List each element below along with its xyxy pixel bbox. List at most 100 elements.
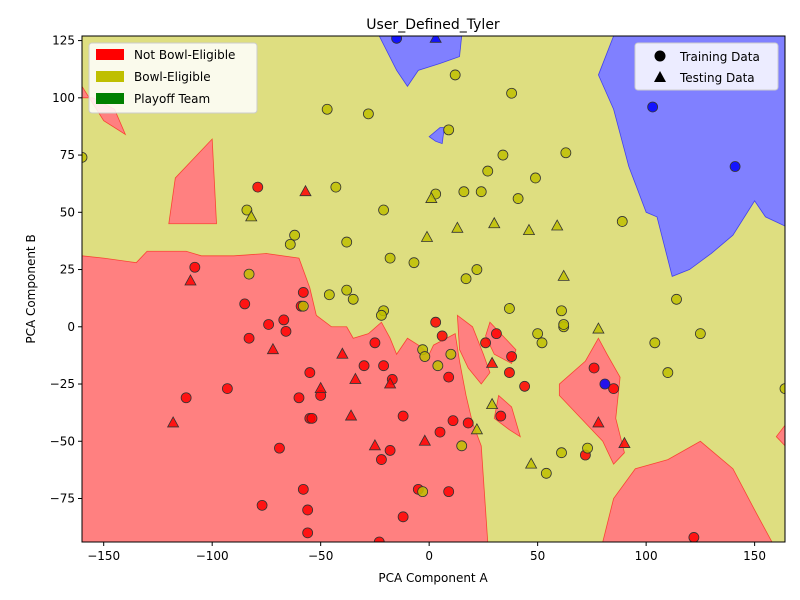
x-tick-label-0: −150 <box>87 549 120 563</box>
training-point-95 <box>449 69 461 81</box>
not-bowl-region-7 <box>602 440 773 542</box>
testing-point-12 <box>618 436 631 448</box>
training-point-26 <box>397 511 409 523</box>
testing-point-22 <box>592 322 605 334</box>
training-point-66 <box>419 351 431 362</box>
training-point-6 <box>280 325 292 337</box>
marker-legend-circle-icon <box>654 50 666 62</box>
testing-point-23 <box>470 422 484 435</box>
y-tick-label-8: 125 <box>52 34 75 48</box>
marker-legend-triangle-icon <box>654 71 666 82</box>
marker-legend-box <box>634 42 779 91</box>
testing-point-9 <box>418 434 431 446</box>
training-point-94 <box>82 151 88 163</box>
training-point-70 <box>458 186 470 198</box>
training-point-38 <box>434 426 446 438</box>
training-point-90 <box>649 337 661 349</box>
training-point-58 <box>341 284 353 296</box>
not-bowl-region-6 <box>558 337 625 465</box>
not-bowl-region-3 <box>456 314 491 385</box>
class-legend-label-not-bowl: Not Bowl-Eligible <box>134 48 235 62</box>
training-point-103 <box>599 378 611 390</box>
training-point-78 <box>460 273 472 285</box>
training-point-29 <box>480 337 491 349</box>
testing-point-21 <box>557 269 570 281</box>
testing-point-8 <box>383 377 397 389</box>
x-axis-label: PCA Component A <box>378 571 488 585</box>
training-point-16 <box>297 483 309 495</box>
class-legend-box <box>88 42 258 114</box>
playoff-region-11 <box>597 36 785 277</box>
training-point-40 <box>462 417 474 429</box>
testing-point-5 <box>344 409 358 421</box>
training-point-33 <box>252 181 264 193</box>
not-bowl-region-5 <box>493 394 521 438</box>
y-tick-label-0: −75 <box>50 491 75 505</box>
class-legend-label-playoff: Playoff Team <box>134 92 210 106</box>
training-point-51 <box>241 204 253 216</box>
testing-point-26 <box>429 36 442 43</box>
testing-point-7 <box>368 439 382 451</box>
training-point-43 <box>506 351 518 362</box>
training-point-1 <box>180 392 192 404</box>
x-tick-label-2: −50 <box>308 549 333 563</box>
training-point-87 <box>540 467 552 479</box>
x-tick-label-6: 150 <box>743 549 766 563</box>
plot-frame <box>81 35 786 543</box>
x-tick-label-3: 0 <box>425 549 433 563</box>
testing-point-20 <box>550 219 564 231</box>
testing-point-13 <box>299 184 312 197</box>
training-point-41 <box>495 410 507 422</box>
training-point-60 <box>378 204 389 216</box>
training-point-9 <box>293 392 305 404</box>
training-point-2 <box>239 298 251 310</box>
testing-point-16 <box>425 191 438 203</box>
training-point-7 <box>297 287 309 298</box>
y-tick-label-7: 100 <box>52 91 75 105</box>
training-point-97 <box>616 216 628 227</box>
training-point-93 <box>779 383 785 394</box>
training-point-24 <box>376 454 387 465</box>
testing-point-25 <box>524 457 538 469</box>
testing-point-15 <box>420 230 434 242</box>
training-point-27 <box>373 536 385 542</box>
training-point-61 <box>384 252 396 264</box>
training-point-3 <box>221 383 233 394</box>
training-point-102 <box>729 161 741 172</box>
y-tick-label-3: 0 <box>67 320 75 334</box>
training-point-10 <box>304 367 316 378</box>
training-point-42 <box>504 367 515 378</box>
training-point-23 <box>384 445 396 456</box>
class-legend-swatch-not-bowl <box>96 49 124 60</box>
testing-point-2 <box>266 342 280 355</box>
testing-point-11 <box>592 416 605 428</box>
testing-point-1 <box>166 416 180 428</box>
testing-point-24 <box>485 397 499 410</box>
testing-point-10 <box>485 356 499 368</box>
training-point-64 <box>408 257 420 269</box>
training-point-98 <box>694 328 706 340</box>
training-point-48 <box>297 300 309 312</box>
testing-point-14 <box>245 210 258 222</box>
testing-point-3 <box>314 381 327 393</box>
playoff-region-9 <box>378 36 463 88</box>
y-axis: −75 −50 −25 0 25 50 75 100 125 <box>50 34 82 505</box>
training-point-4 <box>263 319 274 330</box>
training-point-50 <box>363 108 374 120</box>
class-legend-swatch-bowl <box>96 71 124 82</box>
training-point-63 <box>376 309 387 321</box>
training-point-92 <box>671 293 682 305</box>
training-point-99 <box>417 486 429 498</box>
training-point-77 <box>560 147 572 159</box>
training-point-39 <box>447 415 459 427</box>
y-tick-label-2: −25 <box>50 377 75 391</box>
training-point-37 <box>443 371 455 383</box>
training-point-75 <box>512 193 524 204</box>
training-point-35 <box>430 316 442 328</box>
training-point-56 <box>341 236 353 248</box>
training-point-31 <box>608 383 619 394</box>
training-point-57 <box>323 289 335 301</box>
class-legend: Not Bowl-Eligible Bowl-Eligible Playoff … <box>88 42 258 114</box>
training-point-14 <box>274 442 285 454</box>
training-point-54 <box>284 238 296 250</box>
